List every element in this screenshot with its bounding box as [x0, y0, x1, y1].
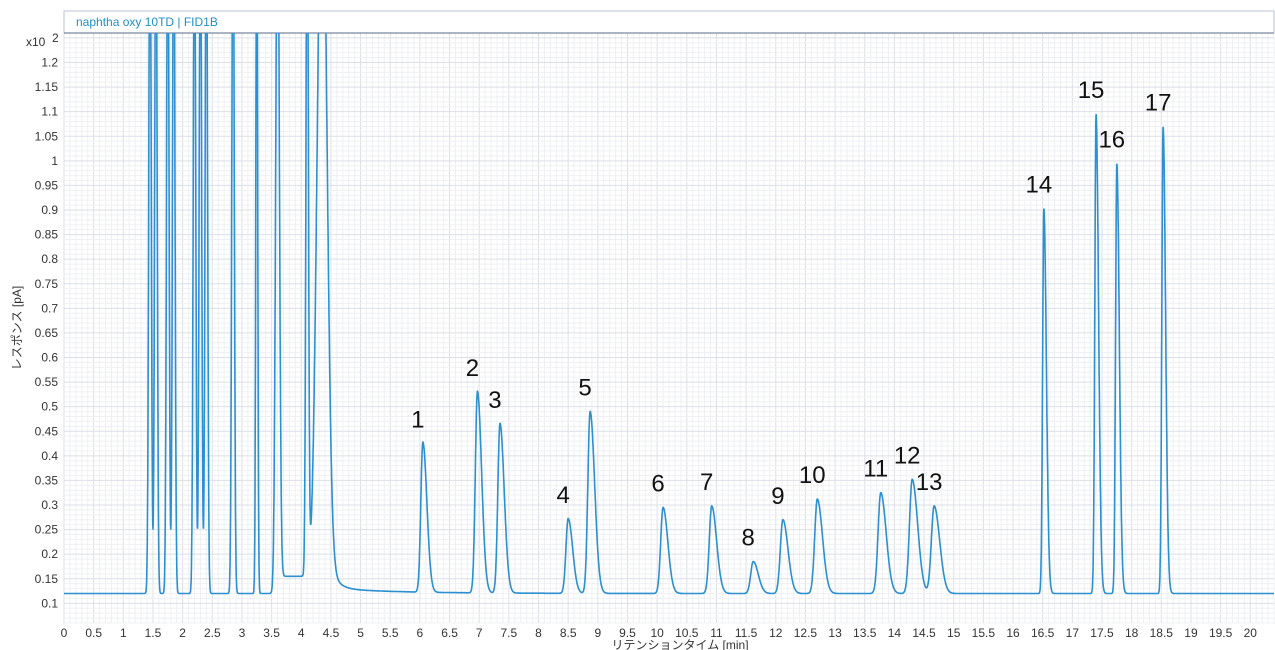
x-tick-label: 5 [357, 626, 364, 640]
y-tick-label: 1 [51, 154, 58, 168]
peak-label-3: 3 [488, 387, 501, 414]
y-tick-label: 0.95 [35, 178, 59, 192]
x-tick-label: 15 [947, 626, 961, 640]
peak-label-4: 4 [556, 482, 569, 509]
y-tick-label: 0.55 [35, 375, 59, 389]
x-tick-label: 0 [61, 626, 68, 640]
x-tick-label: 10 [650, 626, 664, 640]
y-tick-label: 1.05 [35, 129, 59, 143]
x-tick-label: 3 [239, 626, 246, 640]
y-tick-label: 1.15 [35, 80, 59, 94]
y-axis-title: レスポンス [pA] [10, 286, 24, 370]
y-tick-label: 0.9 [41, 203, 58, 217]
x-tick-label: 5.5 [382, 626, 399, 640]
x-tick-label: 6 [417, 626, 424, 640]
x-tick-label: 11.5 [735, 626, 758, 640]
peak-label-13: 13 [916, 469, 943, 496]
peak-label-16: 16 [1098, 126, 1125, 153]
title-bar [63, 10, 1275, 34]
x-tick-label: 7 [476, 626, 483, 640]
x-tick-label: 8.5 [560, 626, 577, 640]
y-tick-label: 0.45 [35, 424, 59, 438]
x-tick-label: 13 [828, 626, 842, 640]
y-tick-label: 0.25 [35, 523, 59, 537]
x-tick-label: 16.5 [1031, 626, 1055, 640]
peak-label-12: 12 [894, 442, 921, 469]
y-tick-label: 0.2 [41, 547, 58, 561]
chart-title: naphtha oxy 10TD | FID1B [76, 15, 218, 29]
x-tick-label: 0.5 [85, 626, 102, 640]
x-tick-label: 4 [298, 626, 305, 640]
peak-label-5: 5 [578, 375, 591, 402]
y-tick-label: 0.7 [41, 301, 58, 315]
x-tick-label: 14 [888, 626, 902, 640]
y-tick-label: 0.15 [35, 572, 59, 586]
y-tick-label: 0.4 [41, 449, 58, 463]
x-tick-label: 16 [1006, 626, 1020, 640]
y-tick-label: 0.1 [41, 596, 58, 610]
y-tick-label: 0.3 [41, 498, 58, 512]
grid [63, 32, 1275, 624]
x-tick-label: 11 [710, 626, 723, 640]
x-tick-label: 10.5 [675, 626, 699, 640]
peak-label-11: 11 [863, 456, 888, 483]
peak-label-8: 8 [742, 525, 755, 552]
x-tick-label: 17 [1066, 626, 1080, 640]
chromatogram-trace [64, 33, 1274, 595]
y-multiplier-exponent: 2 [52, 31, 59, 45]
x-tick-label: 1 [120, 626, 127, 640]
x-tick-label: 19 [1184, 626, 1198, 640]
x-tick-label: 1.5 [145, 626, 162, 640]
peak-label-17: 17 [1145, 89, 1172, 116]
y-multiplier-label: x10 [26, 35, 46, 49]
x-axis-ticks: 0 0.5 1 1.5 2 2.5 3 3.5 4 4.5 5 5.5 6 6.5 7 7.5 8 8.5 9 9.5… [61, 626, 1258, 640]
x-tick-label: 9 [594, 626, 601, 640]
x-tick-label: 13.5 [853, 626, 877, 640]
y-tick-label: 0.8 [41, 252, 58, 266]
x-tick-label: 6.5 [441, 626, 458, 640]
x-tick-label: 12 [769, 626, 783, 640]
y-tick-label: 1.1 [41, 105, 58, 119]
y-tick-label: 0.35 [35, 473, 59, 487]
x-tick-label: 20 [1244, 626, 1258, 640]
peak-label-14: 14 [1026, 172, 1053, 199]
y-tick-label: 1.2 [41, 56, 58, 70]
x-tick-label: 15.5 [972, 626, 996, 640]
x-tick-label: 8 [535, 626, 542, 640]
peak-label-2: 2 [466, 355, 479, 382]
x-tick-label: 3.5 [263, 626, 280, 640]
y-tick-label: 0.65 [35, 326, 59, 340]
y-tick-label: 0.85 [35, 228, 59, 242]
x-tick-label: 4.5 [323, 626, 340, 640]
x-tick-label: 18 [1125, 626, 1139, 640]
x-tick-label: 19.5 [1209, 626, 1233, 640]
x-tick-label: 12.5 [794, 626, 818, 640]
peak-label-7: 7 [700, 469, 713, 496]
x-tick-label: 17.5 [1090, 626, 1114, 640]
y-tick-label: 0.6 [41, 351, 58, 365]
x-tick-label: 2 [179, 626, 186, 640]
x-tick-label: 7.5 [501, 626, 518, 640]
peak-label-15: 15 [1078, 77, 1105, 104]
y-axis-ticks: 0.1 0.15 0.2 0.25 0.3 0.35 0.4 0.45 0.5 0.55 0.6 0.… [35, 56, 59, 611]
x-tick-label: 9.5 [619, 626, 636, 640]
x-tick-label: 14.5 [912, 626, 936, 640]
peak-label-6: 6 [651, 470, 664, 497]
x-tick-label: 18.5 [1150, 626, 1174, 640]
peak-label-9: 9 [771, 483, 784, 510]
x-axis-title: リテンションタイム [min] [611, 638, 748, 650]
y-tick-label: 0.5 [41, 400, 58, 414]
peak-label-1: 1 [411, 407, 424, 434]
peak-label-10: 10 [799, 462, 826, 489]
x-tick-label: 2.5 [204, 626, 221, 640]
y-tick-label: 0.75 [35, 277, 59, 291]
